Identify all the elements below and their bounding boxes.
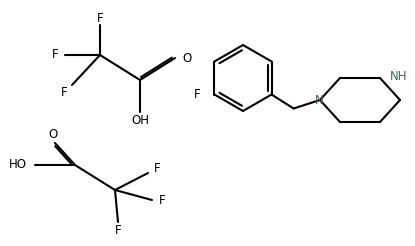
Text: F: F [51, 48, 58, 62]
Text: OH: OH [131, 114, 149, 127]
Text: F: F [159, 194, 166, 206]
Text: F: F [60, 86, 67, 98]
Text: N: N [315, 94, 323, 108]
Text: O: O [49, 128, 58, 141]
Text: F: F [97, 12, 103, 25]
Text: NH: NH [390, 70, 408, 82]
Text: F: F [194, 88, 200, 101]
Text: F: F [115, 224, 121, 236]
Text: HO: HO [9, 158, 27, 171]
Text: O: O [182, 51, 191, 64]
Text: F: F [154, 163, 161, 175]
